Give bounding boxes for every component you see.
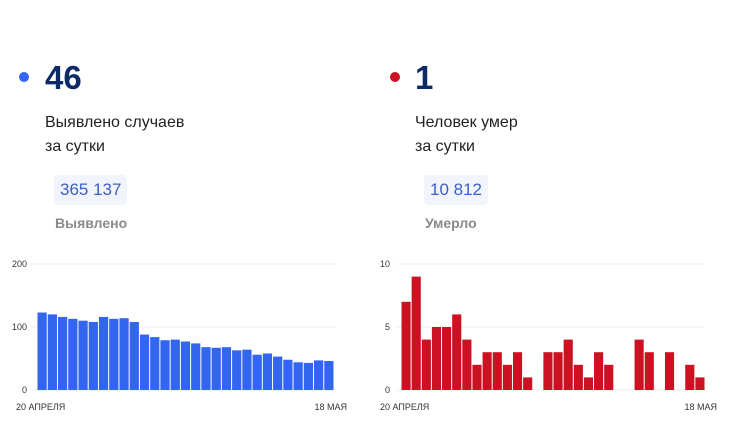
cases-bar xyxy=(68,318,78,390)
cases-bar xyxy=(293,362,303,390)
cases-bar xyxy=(119,318,129,390)
cases-bar xyxy=(88,321,98,390)
deaths-bar xyxy=(604,364,614,390)
deaths-bar xyxy=(421,339,431,390)
cases-date-start-label: 20 АПРЕЛЯ xyxy=(16,402,65,412)
deaths-bar xyxy=(492,352,502,390)
cases-bar xyxy=(252,354,262,390)
deaths-caption: Человек умер за сутки xyxy=(415,111,518,159)
deaths-bar xyxy=(411,276,421,390)
deaths-bar-chart: 0 5 10 20 АПРЕЛЯ 18 МАЯ xyxy=(380,259,717,412)
deaths-ytick-label: 0 xyxy=(385,385,390,395)
deaths-panel: 1 Человек умер за сутки 10 812 Умерло 0 5… xyxy=(367,0,734,437)
cases-bar-chart: 0 100 200 20 АПРЕЛЯ 18 МАЯ xyxy=(12,259,347,412)
cases-bar xyxy=(211,347,221,390)
cases-total-label: Выявлено xyxy=(55,215,128,231)
deaths-total-badge: 10 812 xyxy=(424,175,488,205)
cases-bar xyxy=(37,312,47,390)
deaths-total-label: Умерло xyxy=(425,215,477,231)
cases-bar xyxy=(170,339,180,390)
cases-total-badge: 365 137 xyxy=(54,175,128,205)
cases-caption-line2: за сутки xyxy=(45,138,105,155)
deaths-bar xyxy=(502,364,512,390)
deaths-bar xyxy=(452,314,462,390)
deaths-bar xyxy=(553,352,563,390)
cases-ytick-label: 100 xyxy=(12,322,27,332)
deaths-ytick-label: 5 xyxy=(385,322,390,332)
cases-bar xyxy=(57,316,68,390)
cases-bar xyxy=(273,356,283,390)
cases-bar xyxy=(150,337,160,390)
cases-bar xyxy=(191,343,201,390)
deaths-bar xyxy=(573,364,583,390)
deaths-bar xyxy=(543,352,553,390)
cases-bar xyxy=(201,347,211,390)
cases-caption-line1: Выявлено случаев xyxy=(45,114,185,131)
cases-bar xyxy=(160,340,170,390)
cases-bar xyxy=(314,360,324,390)
cases-bar xyxy=(232,350,242,390)
deaths-bar xyxy=(563,339,573,390)
deaths-bar xyxy=(594,352,604,390)
deaths-ytick-label: 10 xyxy=(380,259,390,269)
cases-bar xyxy=(262,353,273,390)
deaths-date-start-label: 20 АПРЕЛЯ xyxy=(380,402,429,412)
deaths-bar xyxy=(685,364,695,390)
cases-bar xyxy=(129,321,139,390)
cases-caption: Выявлено случаев за сутки xyxy=(45,111,184,159)
deaths-caption-line2: за сутки xyxy=(415,138,475,155)
deaths-bar xyxy=(431,327,442,390)
deaths-date-end-label: 18 МАЯ xyxy=(684,402,717,412)
deaths-daily-number: 1 xyxy=(415,59,434,96)
cases-bar xyxy=(324,361,334,390)
deaths-caption-line1: Человек умер xyxy=(415,114,518,131)
cases-bar xyxy=(47,314,57,390)
cases-ytick-label: 0 xyxy=(22,385,27,395)
cases-bar xyxy=(221,347,232,390)
deaths-bar xyxy=(644,352,654,390)
cases-bar xyxy=(242,349,252,390)
deaths-bar xyxy=(695,377,705,390)
deaths-bar xyxy=(664,352,675,390)
cases-dot-icon xyxy=(19,72,29,82)
deaths-bar xyxy=(442,327,452,390)
cases-bar xyxy=(139,334,150,390)
cases-bar xyxy=(98,316,109,390)
cases-ytick-label: 200 xyxy=(12,259,27,269)
cases-bar xyxy=(109,318,119,390)
deaths-dot-icon xyxy=(390,72,400,82)
deaths-bar xyxy=(472,364,482,390)
deaths-bar xyxy=(523,377,533,390)
cases-date-end-label: 18 МАЯ xyxy=(314,402,347,412)
cases-daily-number: 46 xyxy=(45,59,82,96)
deaths-bar xyxy=(482,352,492,390)
deaths-bar xyxy=(634,339,644,390)
deaths-bar xyxy=(512,352,523,390)
cases-bar xyxy=(78,320,88,390)
deaths-bar xyxy=(462,339,472,390)
deaths-bar xyxy=(583,377,594,390)
cases-bar xyxy=(303,362,314,390)
cases-bar xyxy=(283,359,293,390)
deaths-bar xyxy=(401,301,411,390)
cases-panel: 46 Выявлено случаев за сутки 365 137 Выя… xyxy=(12,59,347,412)
cases-bar xyxy=(180,341,191,390)
